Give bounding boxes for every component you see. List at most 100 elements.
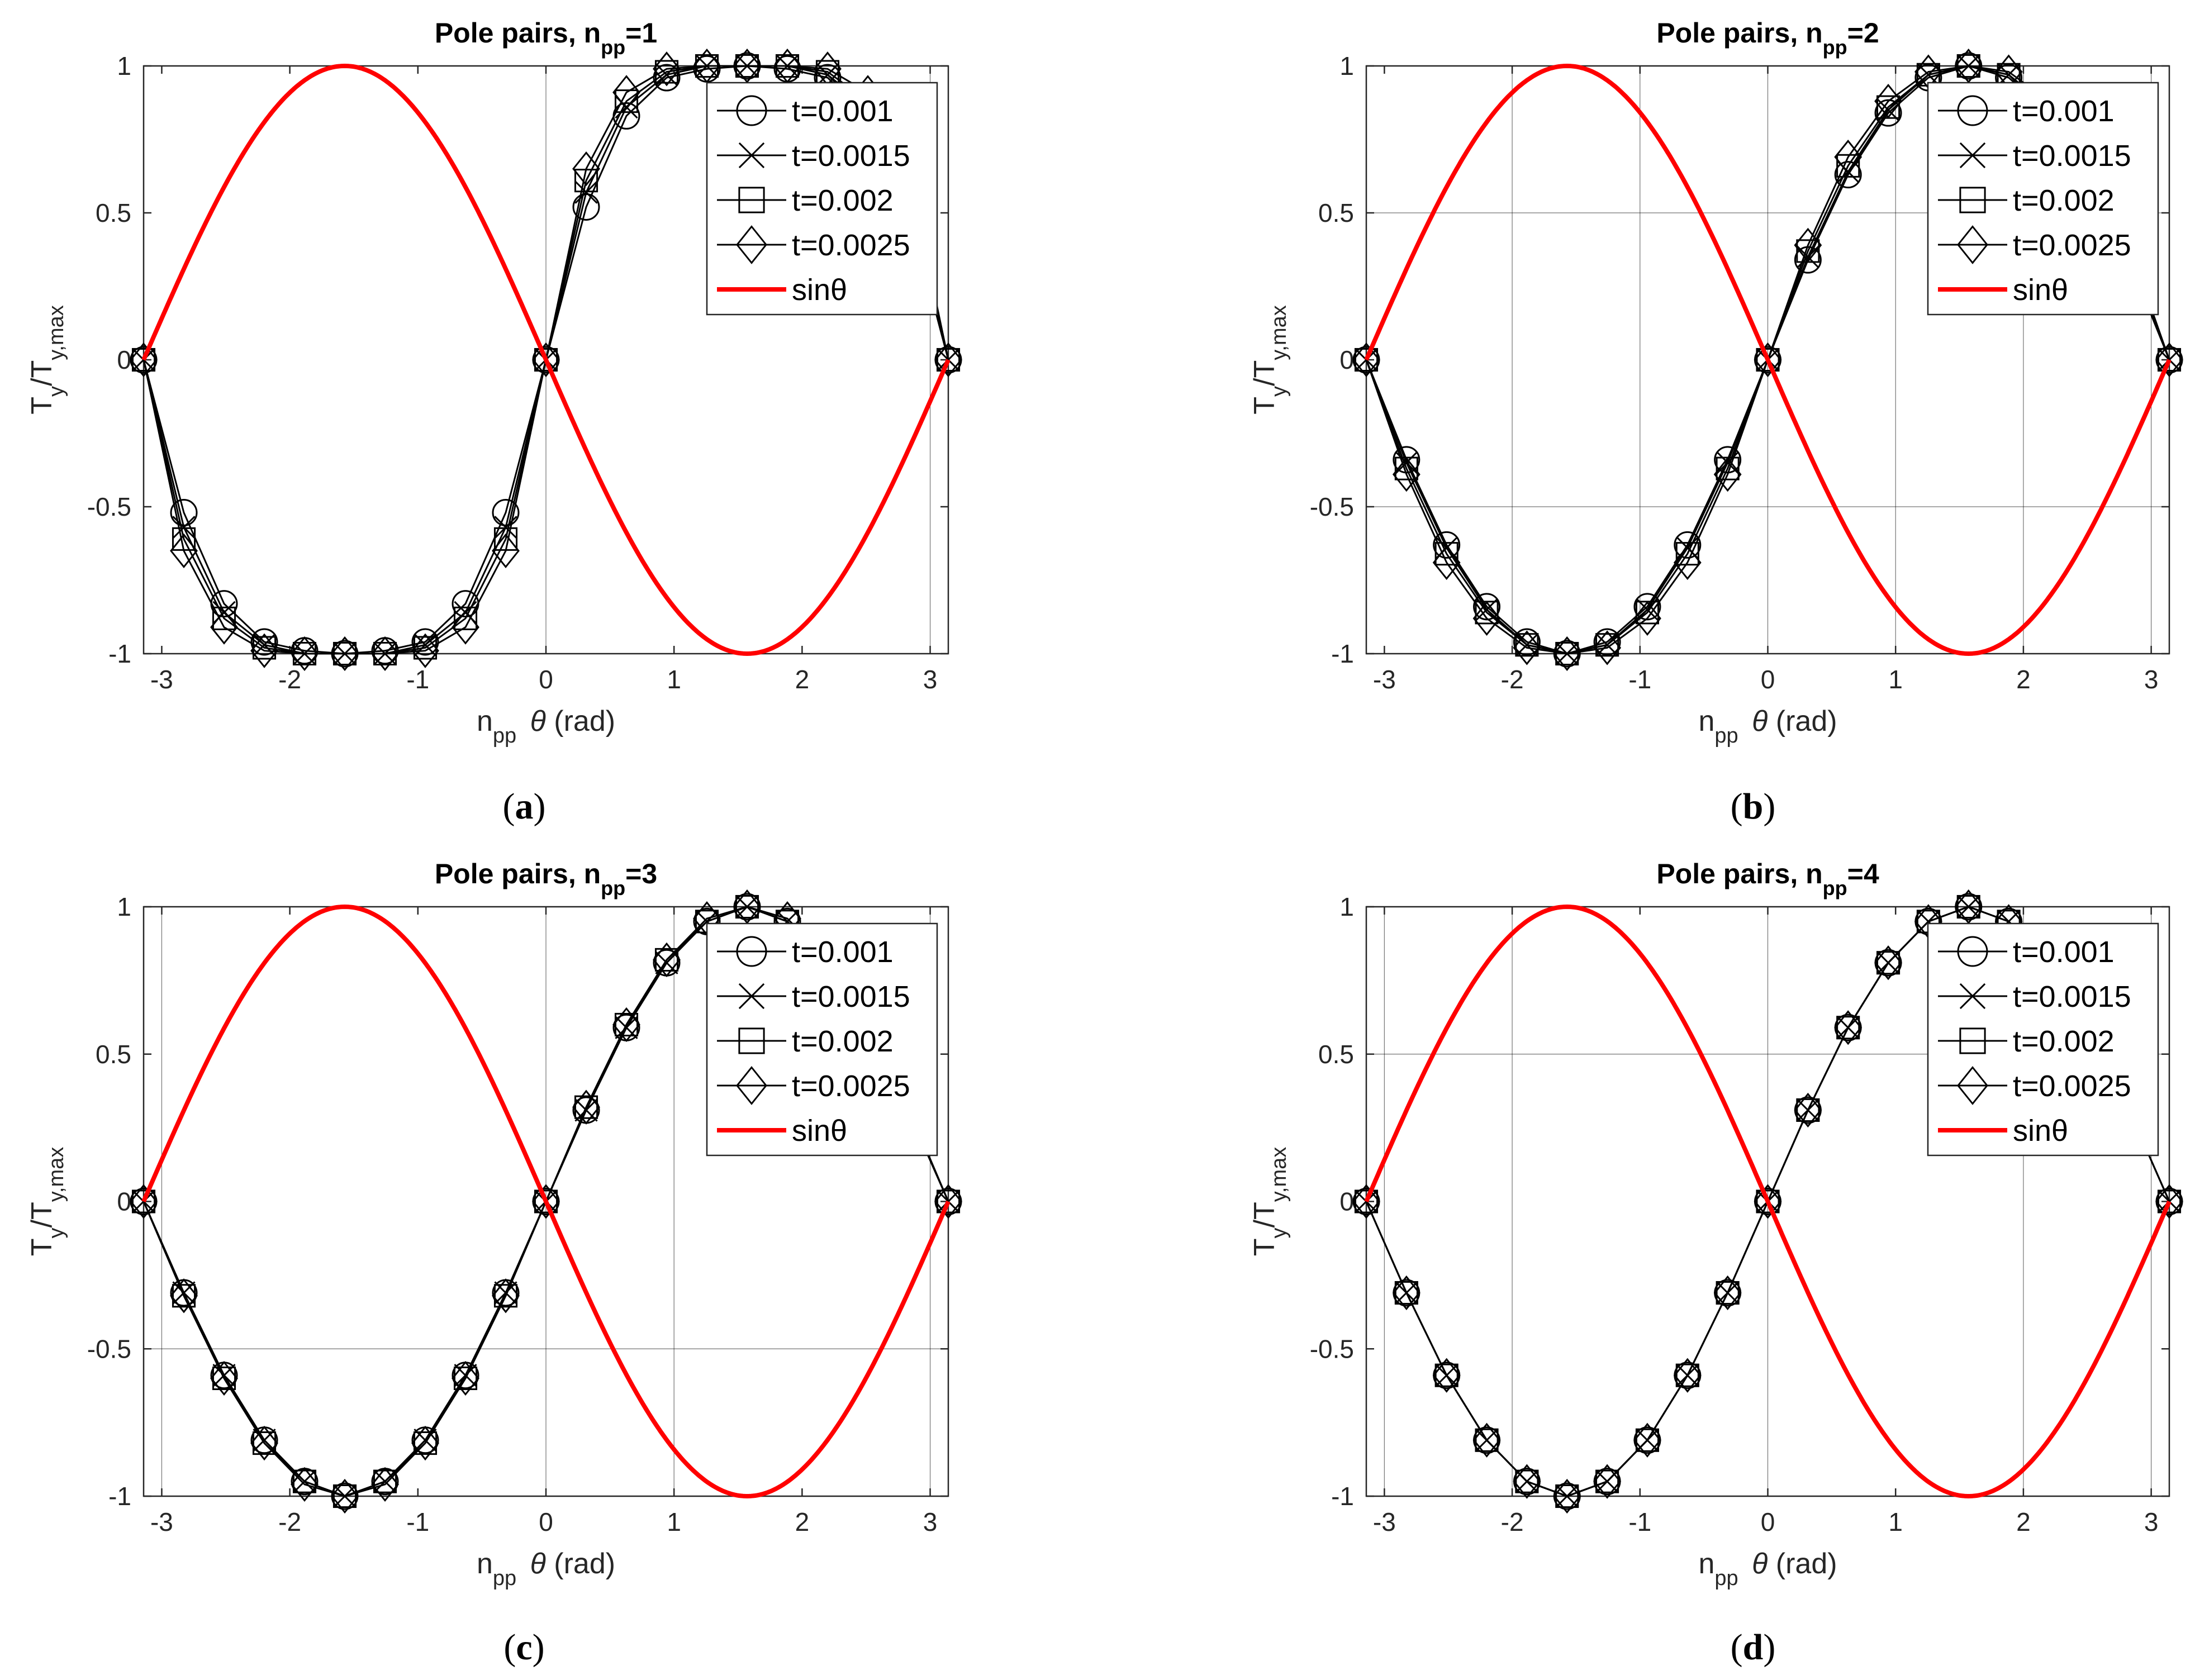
series-group bbox=[130, 48, 962, 672]
caption-letter: c bbox=[516, 1627, 532, 1668]
x-tick-label: -1 bbox=[406, 1507, 429, 1536]
x-tick-label: 2 bbox=[2016, 665, 2031, 694]
legend-item: sinθ bbox=[717, 273, 847, 307]
x-tick-label: 3 bbox=[923, 665, 938, 694]
xlabel-main: n bbox=[1698, 1548, 1714, 1580]
data-point-square bbox=[1555, 641, 1579, 666]
data-point-diamond bbox=[210, 1360, 238, 1396]
legend-item: t=0.001 bbox=[717, 94, 894, 128]
data-point-circle bbox=[1513, 628, 1541, 656]
data-point-diamond bbox=[1633, 1422, 1661, 1458]
data-point-circle bbox=[1473, 593, 1501, 621]
x-tick-label: 1 bbox=[1888, 1507, 1903, 1536]
data-point-diamond bbox=[1553, 1478, 1581, 1514]
legend-marker-circle bbox=[1957, 936, 1988, 967]
legend: t=0.001 t=0.0015 t=0.002 t=0.0025 sinθ bbox=[1927, 922, 2159, 1157]
ylabel-subscript: y,max bbox=[1267, 1147, 1291, 1202]
data-point-square bbox=[212, 1366, 236, 1391]
xlabel-main: n bbox=[1698, 705, 1714, 737]
data-point-diamond bbox=[572, 1089, 600, 1125]
legend-box bbox=[1927, 82, 2159, 316]
ylabel-main: T bbox=[26, 1238, 58, 1256]
y-tick-label: 0.5 bbox=[96, 198, 131, 227]
data-point-square bbox=[212, 606, 236, 630]
legend-marker-x-mark bbox=[1959, 983, 1986, 1010]
legend-label: sinθ bbox=[2013, 273, 2068, 307]
legend-marker-square bbox=[738, 187, 765, 213]
title-subscript: pp bbox=[601, 877, 625, 900]
data-point-square bbox=[1555, 1484, 1579, 1508]
legend-item: t=0.0015 bbox=[1938, 139, 2131, 173]
data-point-square bbox=[1675, 1363, 1699, 1387]
legend-item: t=0.0025 bbox=[1938, 1066, 2131, 1105]
data-point-diamond bbox=[170, 1278, 198, 1313]
legend-label: t=0.002 bbox=[792, 184, 894, 217]
data-point-diamond bbox=[250, 1425, 278, 1461]
xlabel-subscript: pp bbox=[1714, 724, 1738, 748]
series-line-sin bbox=[141, 905, 951, 1498]
data-point-square bbox=[574, 1095, 598, 1119]
data-point-diamond bbox=[371, 636, 399, 672]
title-subscript: pp bbox=[1823, 877, 1847, 900]
data-point-circle bbox=[1834, 161, 1862, 189]
data-point-diamond bbox=[1593, 630, 1622, 665]
data-point-diamond bbox=[653, 51, 681, 87]
data-point-square bbox=[413, 1431, 438, 1455]
data-point-diamond bbox=[1713, 456, 1742, 492]
data-point-circle bbox=[653, 64, 681, 92]
legend-label: t=0.001 bbox=[792, 94, 894, 128]
data-point-square bbox=[252, 1431, 277, 1455]
xlabel-theta: θ bbox=[1752, 1548, 1768, 1580]
data-point-diamond bbox=[492, 1278, 520, 1313]
data-point-square bbox=[534, 348, 558, 372]
x-tick-label: 2 bbox=[795, 1507, 810, 1536]
data-point-diamond bbox=[1472, 1422, 1501, 1458]
data-point-square bbox=[614, 89, 639, 113]
data-point-square bbox=[1756, 348, 1780, 372]
data-point-diamond bbox=[1794, 227, 1822, 263]
data-point-square bbox=[2157, 348, 2182, 372]
x-tick-label: 2 bbox=[795, 665, 810, 694]
data-point-square bbox=[614, 1012, 639, 1037]
data-point-circle bbox=[1874, 99, 1902, 127]
x-tick-label: -2 bbox=[278, 665, 301, 694]
x-tick-label: -3 bbox=[1373, 665, 1396, 694]
data-point-diamond bbox=[492, 533, 520, 569]
data-point-square bbox=[735, 894, 759, 919]
data-point-diamond bbox=[532, 1184, 560, 1219]
y-tick-label: -0.5 bbox=[1310, 1334, 1354, 1363]
legend-label: sinθ bbox=[792, 1114, 847, 1148]
legend-label: sinθ bbox=[2013, 1114, 2068, 1148]
data-point-diamond bbox=[1794, 1092, 1822, 1128]
xlabel-subscript: pp bbox=[493, 724, 516, 748]
legend-item: t=0.001 bbox=[717, 935, 894, 969]
ylabel-subscript: y bbox=[1267, 1227, 1291, 1238]
legend-item: sinθ bbox=[717, 1114, 847, 1148]
title-tail: =1 bbox=[625, 17, 657, 49]
data-point-diamond bbox=[452, 610, 479, 645]
data-point-diamond bbox=[1392, 1275, 1420, 1311]
data-point-square bbox=[131, 1189, 156, 1213]
data-point-diamond bbox=[612, 1007, 640, 1043]
data-point-diamond bbox=[331, 636, 359, 672]
legend-item: t=0.0015 bbox=[717, 139, 910, 173]
y-tick-label: 1 bbox=[117, 51, 131, 80]
data-point-diamond bbox=[934, 342, 962, 378]
series-line-sin bbox=[1364, 64, 2172, 656]
data-point-square bbox=[332, 1484, 357, 1508]
legend-label: t=0.002 bbox=[792, 1025, 894, 1058]
data-point-diamond bbox=[2155, 1184, 2183, 1219]
y-tick-label: -0.5 bbox=[1310, 492, 1354, 521]
data-point-square bbox=[1756, 1189, 1780, 1213]
x-tick-label: -1 bbox=[1628, 665, 1651, 694]
chart-title: Pole pairs, npp=4 bbox=[1656, 858, 1879, 900]
data-point-square bbox=[1635, 1428, 1659, 1452]
legend-box bbox=[706, 922, 938, 1157]
data-point-diamond bbox=[1513, 1464, 1541, 1499]
legend-label: t=0.0015 bbox=[792, 139, 910, 173]
